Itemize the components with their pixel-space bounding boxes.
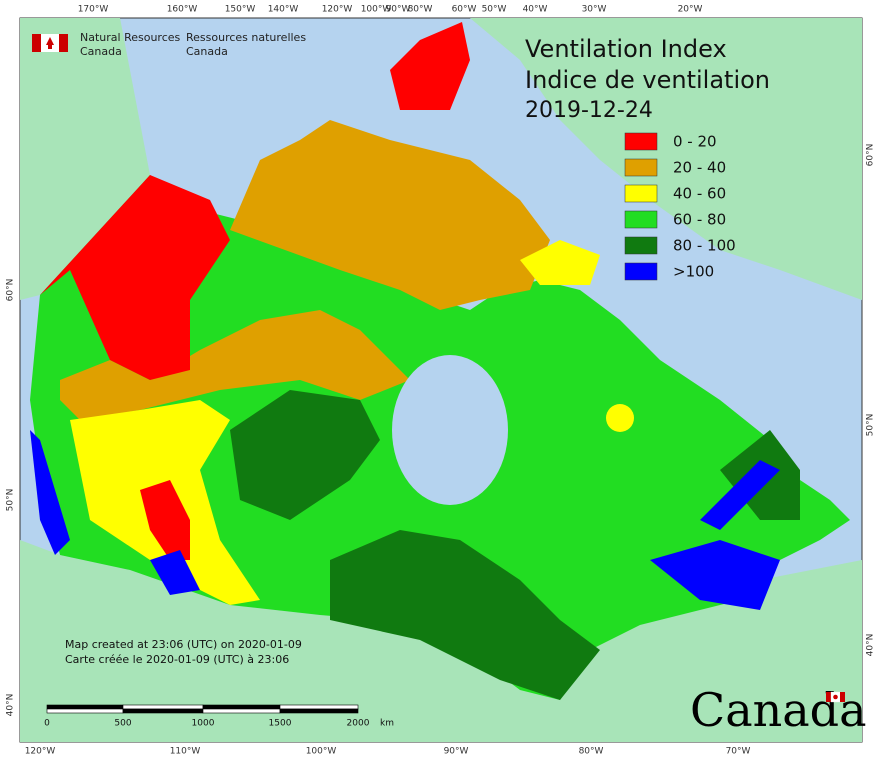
legend-label: 60 - 80 (673, 211, 726, 229)
legend: 0 - 20 20 - 40 40 - 60 60 - 80 80 - 100 >100 (624, 132, 736, 281)
legend-label: 40 - 60 (673, 185, 726, 203)
arctic-islands (230, 120, 550, 310)
longitude-label: 110°W (170, 747, 201, 757)
org-text: Canada (80, 45, 122, 58)
east-blue (700, 460, 780, 530)
scale-segment (46, 704, 124, 710)
scale-segment (122, 704, 204, 710)
scale-label: 500 (114, 719, 131, 729)
date: 2019-12-24 (525, 98, 653, 123)
longitude-label: 160°W (167, 5, 198, 15)
longitude-label: 50°W (482, 5, 507, 15)
longitude-label: 100°W (306, 747, 337, 757)
north-band (60, 310, 410, 420)
longitude-label: 120°W (322, 5, 353, 15)
legend-swatch (624, 236, 658, 255)
longitude-label: 90°W (386, 5, 411, 15)
longitude-label: 60°W (452, 5, 477, 15)
scale-label: 2000 (347, 719, 370, 729)
wordmark: Canada (690, 683, 867, 737)
flag-leaf (833, 694, 838, 700)
scale-bar: 0 500 1000 1500 2000 km (44, 704, 394, 729)
scale-segment (46, 708, 124, 714)
south-dark (330, 530, 600, 700)
legend-label: 80 - 100 (673, 237, 736, 255)
title: Indice de ventilation (525, 66, 770, 94)
note: Map created at 23:06 (UTC) on 2020-01-09 (65, 638, 302, 651)
central-dark (230, 390, 380, 520)
legend-swatch (624, 210, 658, 229)
longitude-label: 170°W (78, 5, 109, 15)
coast-blue (30, 430, 70, 555)
longitude-label: 120°W (25, 747, 56, 757)
quebec-yellow (606, 404, 634, 432)
scale-segment (202, 704, 281, 710)
flag-bar (840, 692, 845, 702)
scale-segment (279, 708, 359, 714)
scale-unit: km (380, 719, 394, 729)
longitude-label: 80°W (408, 5, 433, 15)
latitude-label: 50°N (866, 414, 876, 437)
hudson-bay (392, 355, 508, 505)
legend-swatch (624, 132, 658, 151)
sw-blue (150, 550, 200, 595)
latitude-label: 60°N (866, 144, 876, 167)
org-text: Ressources naturelles (186, 31, 306, 44)
map-frame (19, 17, 863, 743)
alaska (20, 18, 150, 300)
latitude-label: 50°N (6, 489, 16, 512)
longitude-label: 70°W (726, 747, 751, 757)
title: Ventilation Index (525, 35, 727, 63)
scale-label: 0 (44, 719, 50, 729)
latitude-label: 40°N (866, 634, 876, 657)
legend-label: 0 - 20 (673, 133, 717, 151)
latitude-label: 40°N (6, 694, 16, 717)
flag-bar (826, 692, 831, 702)
org-text: Canada (186, 45, 228, 58)
longitude-label: 150°W (225, 5, 256, 15)
longitude-label: 20°W (678, 5, 703, 15)
legend-label: 20 - 40 (673, 159, 726, 177)
legend-swatch (624, 158, 658, 177)
scale-label: 1000 (192, 719, 215, 729)
note: Carte créée le 2020-01-09 (UTC) à 23:06 (65, 653, 289, 666)
longitude-label: 80°W (579, 747, 604, 757)
scale-segment (279, 704, 359, 710)
yukon-red (40, 175, 230, 380)
ellesmere (390, 22, 470, 110)
longitude-label: 90°W (444, 747, 469, 757)
legend-swatch (624, 184, 658, 203)
scale-label: 1500 (269, 719, 292, 729)
flag-bar (59, 34, 68, 52)
longitude-label: 40°W (523, 5, 548, 15)
latitude-label: 60°N (6, 279, 16, 302)
flag-leaf (46, 37, 54, 49)
baffin-south (520, 240, 600, 285)
longitude-label: 140°W (268, 5, 299, 15)
flag-bar (32, 34, 41, 52)
maritime-blue (650, 540, 780, 610)
logo: Natural Resources Canada Ressources natu… (32, 31, 306, 58)
legend-swatch (624, 262, 658, 281)
longitude-label: 100°W (361, 5, 392, 15)
legend-label: >100 (673, 263, 714, 281)
bc-red (140, 480, 190, 560)
scale-segment (122, 708, 204, 714)
scale-segment (202, 708, 281, 714)
org-text: Natural Resources (80, 31, 181, 44)
wordmark-text: Canada (690, 683, 867, 737)
longitude-label: 30°W (582, 5, 607, 15)
greenland (470, 18, 862, 300)
